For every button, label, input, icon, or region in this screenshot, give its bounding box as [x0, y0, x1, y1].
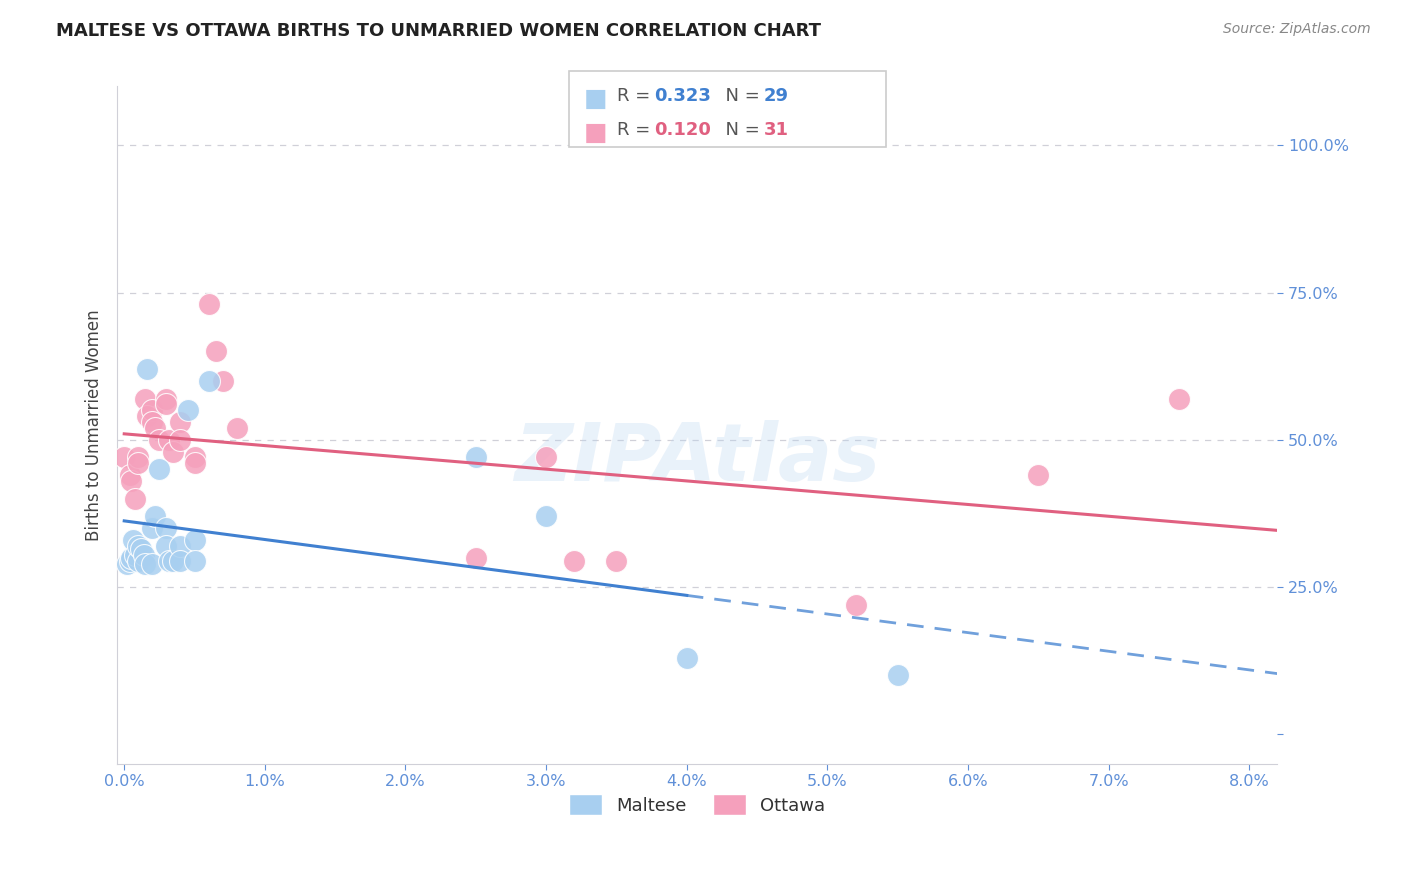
- Point: [464, 450, 486, 465]
- Text: R =: R =: [617, 121, 657, 139]
- Point: [143, 509, 166, 524]
- Point: [162, 553, 184, 567]
- Point: [157, 433, 180, 447]
- Point: [124, 491, 146, 506]
- Point: [127, 539, 149, 553]
- Point: [1026, 468, 1049, 483]
- Point: [183, 450, 205, 465]
- Text: 0.120: 0.120: [654, 121, 710, 139]
- Point: [134, 392, 156, 406]
- Point: [127, 450, 149, 465]
- Text: R =: R =: [617, 87, 657, 105]
- Point: [141, 403, 163, 417]
- Point: [197, 297, 219, 311]
- Point: [127, 456, 149, 470]
- Point: [155, 397, 177, 411]
- Legend: Maltese, Ottawa: Maltese, Ottawa: [562, 788, 832, 822]
- Point: [143, 421, 166, 435]
- Text: N =: N =: [714, 87, 766, 105]
- Point: [169, 433, 191, 447]
- Point: [534, 450, 557, 465]
- Text: 29: 29: [763, 87, 789, 105]
- Point: [157, 553, 180, 567]
- Point: [183, 456, 205, 470]
- Point: [562, 553, 585, 567]
- Point: [112, 450, 135, 465]
- Point: [120, 550, 142, 565]
- Point: [129, 541, 152, 556]
- Point: [132, 548, 155, 562]
- Point: [141, 557, 163, 571]
- Text: MALTESE VS OTTAWA BIRTHS TO UNMARRIED WOMEN CORRELATION CHART: MALTESE VS OTTAWA BIRTHS TO UNMARRIED WO…: [56, 22, 821, 40]
- Point: [886, 668, 908, 682]
- Point: [204, 344, 226, 359]
- Point: [141, 521, 163, 535]
- Point: [675, 650, 697, 665]
- Point: [1168, 392, 1191, 406]
- Point: [197, 374, 219, 388]
- Point: [155, 392, 177, 406]
- Point: [183, 533, 205, 547]
- Point: [162, 444, 184, 458]
- Point: [135, 362, 157, 376]
- Point: [115, 557, 138, 571]
- Point: [844, 598, 866, 612]
- Point: [124, 548, 146, 562]
- Point: [141, 415, 163, 429]
- Text: N =: N =: [714, 121, 766, 139]
- Point: [211, 374, 233, 388]
- Point: [176, 403, 198, 417]
- Point: [183, 553, 205, 567]
- Point: [169, 553, 191, 567]
- Point: [121, 533, 143, 547]
- Point: [135, 409, 157, 424]
- Y-axis label: Births to Unmarried Women: Births to Unmarried Women: [86, 310, 103, 541]
- Point: [605, 553, 627, 567]
- Point: [155, 521, 177, 535]
- Point: [464, 550, 486, 565]
- Point: [169, 539, 191, 553]
- Text: ZIPAtlas: ZIPAtlas: [515, 420, 880, 498]
- Text: ■: ■: [583, 87, 607, 112]
- Point: [169, 415, 191, 429]
- Point: [155, 539, 177, 553]
- Point: [120, 474, 142, 488]
- Text: 0.323: 0.323: [654, 87, 710, 105]
- Point: [148, 433, 170, 447]
- Text: ■: ■: [583, 121, 607, 145]
- Point: [148, 462, 170, 476]
- Point: [534, 509, 557, 524]
- Point: [134, 557, 156, 571]
- Text: 31: 31: [763, 121, 789, 139]
- Point: [225, 421, 247, 435]
- Point: [127, 553, 149, 567]
- Point: [118, 553, 141, 567]
- Text: Source: ZipAtlas.com: Source: ZipAtlas.com: [1223, 22, 1371, 37]
- Point: [118, 468, 141, 483]
